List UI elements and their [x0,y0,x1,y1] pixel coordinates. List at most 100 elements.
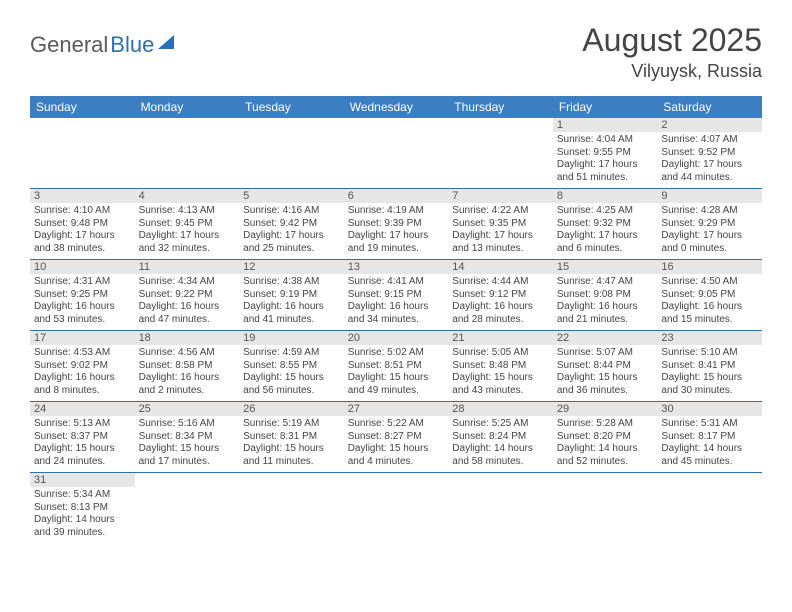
daylight-line-1: Daylight: 16 hours [661,301,758,314]
dayname-thursday: Thursday [448,96,553,118]
day-number: 13 [344,260,449,274]
sunset-line: Sunset: 8:55 PM [243,360,340,373]
daylight-line-2: and 32 minutes. [139,243,236,256]
day-number [30,118,135,132]
sunset-line: Sunset: 9:19 PM [243,289,340,302]
day-number: 14 [448,260,553,274]
sunrise-line: Sunrise: 4:31 AM [34,276,131,289]
day-number: 6 [344,189,449,203]
sunset-line: Sunset: 9:48 PM [34,218,131,231]
sunset-line: Sunset: 8:20 PM [557,431,654,444]
sunrise-line: Sunrise: 5:13 AM [34,418,131,431]
dayname-row: Sunday Monday Tuesday Wednesday Thursday… [30,96,762,118]
daylight-line-2: and 25 minutes. [243,243,340,256]
calendar: Sunday Monday Tuesday Wednesday Thursday… [30,96,762,543]
day-number: 24 [30,402,135,416]
daylight-line-1: Daylight: 16 hours [452,301,549,314]
day-number: 17 [30,331,135,345]
sunset-line: Sunset: 8:17 PM [661,431,758,444]
daylight-line-1: Daylight: 16 hours [34,301,131,314]
day-number: 26 [239,402,344,416]
calendar-week: 17Sunrise: 4:53 AMSunset: 9:02 PMDayligh… [30,331,762,402]
title-month-year: August 2025 [582,22,762,59]
day-number: 8 [553,189,658,203]
header: General Blue August 2025 Vilyuysk, Russi… [0,0,792,90]
daylight-line-1: Daylight: 17 hours [139,230,236,243]
calendar-cell [239,118,344,188]
daylight-line-2: and 28 minutes. [452,314,549,327]
day-number [657,473,762,487]
daylight-line-2: and 44 minutes. [661,172,758,185]
sunset-line: Sunset: 8:41 PM [661,360,758,373]
daylight-line-2: and 43 minutes. [452,385,549,398]
sunset-line: Sunset: 9:05 PM [661,289,758,302]
day-number: 7 [448,189,553,203]
calendar-cell: 28Sunrise: 5:25 AMSunset: 8:24 PMDayligh… [448,402,553,472]
sunrise-line: Sunrise: 5:10 AM [661,347,758,360]
calendar-cell: 16Sunrise: 4:50 AMSunset: 9:05 PMDayligh… [657,260,762,330]
calendar-cell: 22Sunrise: 5:07 AMSunset: 8:44 PMDayligh… [553,331,658,401]
sunrise-line: Sunrise: 4:04 AM [557,134,654,147]
day-number: 30 [657,402,762,416]
day-number: 29 [553,402,658,416]
day-number: 1 [553,118,658,132]
sunset-line: Sunset: 9:22 PM [139,289,236,302]
daylight-line-1: Daylight: 17 hours [348,230,445,243]
sunrise-line: Sunrise: 4:41 AM [348,276,445,289]
sunset-line: Sunset: 9:25 PM [34,289,131,302]
daylight-line-1: Daylight: 16 hours [34,372,131,385]
daylight-line-1: Daylight: 15 hours [348,443,445,456]
calendar-cell [135,473,240,543]
calendar-cell [135,118,240,188]
calendar-cell: 25Sunrise: 5:16 AMSunset: 8:34 PMDayligh… [135,402,240,472]
day-number [239,473,344,487]
calendar-cell: 15Sunrise: 4:47 AMSunset: 9:08 PMDayligh… [553,260,658,330]
calendar-week: 1 Sunrise: 4:04 AMSunset: 9:55 PM Daylight… [30,118,762,189]
daylight-line-1: Daylight: 16 hours [348,301,445,314]
daylight-line-1: Daylight: 15 hours [243,443,340,456]
day-number: 10 [30,260,135,274]
daylight-line-2: and 58 minutes. [452,456,549,469]
sunset-line: Sunset: 8:48 PM [452,360,549,373]
sunrise-line: Sunrise: 4:56 AM [139,347,236,360]
sunset-line: Sunset: 9:55 PM [557,147,654,160]
sunrise-line: Sunrise: 5:31 AM [661,418,758,431]
daylight-line-2: and 6 minutes. [557,243,654,256]
calendar-cell: 17Sunrise: 4:53 AMSunset: 9:02 PMDayligh… [30,331,135,401]
daylight-line-1: Daylight: 14 hours [661,443,758,456]
sunrise-line: Sunrise: 5:07 AM [557,347,654,360]
sunset-line: Sunset: 8:24 PM [452,431,549,444]
day-number [553,473,658,487]
sunrise-line: Sunrise: 5:22 AM [348,418,445,431]
calendar-cell: 21Sunrise: 5:05 AMSunset: 8:48 PMDayligh… [448,331,553,401]
day-number: 11 [135,260,240,274]
day-number: 18 [135,331,240,345]
daylight-line-1: Daylight: 14 hours [452,443,549,456]
day-number [344,118,449,132]
logo-text-blue: Blue [110,32,154,58]
calendar-cell [344,118,449,188]
calendar-week: 3Sunrise: 4:10 AMSunset: 9:48 PMDaylight… [30,189,762,260]
calendar-cell: 12Sunrise: 4:38 AMSunset: 9:19 PMDayligh… [239,260,344,330]
calendar-cell: 18Sunrise: 4:56 AMSunset: 8:58 PMDayligh… [135,331,240,401]
daylight-line-1: Daylight: 17 hours [661,159,758,172]
calendar-cell [30,118,135,188]
day-number [448,118,553,132]
daylight-line-2: and 56 minutes. [243,385,340,398]
daylight-line-1: Daylight: 17 hours [34,230,131,243]
sunrise-line: Sunrise: 4:34 AM [139,276,236,289]
daylight-line-2: and 45 minutes. [661,456,758,469]
daylight-line-1: Daylight: 17 hours [661,230,758,243]
daylight-line-2: and 0 minutes. [661,243,758,256]
title-block: August 2025 Vilyuysk, Russia [582,22,762,82]
sunrise-line: Sunrise: 5:34 AM [34,489,131,502]
dayname-tuesday: Tuesday [239,96,344,118]
daylight-line-2: and 4 minutes. [348,456,445,469]
daylight-line-2: and 15 minutes. [661,314,758,327]
dayname-saturday: Saturday [657,96,762,118]
daylight-line-2: and 52 minutes. [557,456,654,469]
day-number: 22 [553,331,658,345]
calendar-grid: 1 Sunrise: 4:04 AMSunset: 9:55 PM Daylight… [30,118,762,543]
daylight-line-2: and 36 minutes. [557,385,654,398]
day-number [135,473,240,487]
